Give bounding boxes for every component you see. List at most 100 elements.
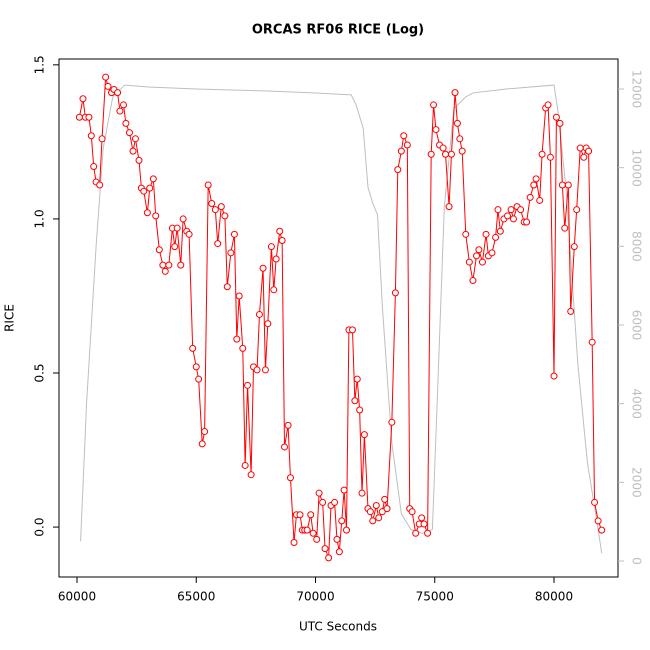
- data-point: [286, 474, 294, 482]
- data-point: [208, 200, 216, 208]
- data-point: [356, 406, 364, 414]
- data-point: [284, 421, 292, 429]
- data-point: [532, 175, 540, 183]
- data-point: [509, 215, 517, 223]
- x-tick-label: 65000: [177, 590, 215, 604]
- data-point: [235, 292, 243, 300]
- data-point: [580, 153, 588, 161]
- x-tick-label: 80000: [535, 590, 573, 604]
- data-point: [315, 489, 323, 497]
- data-point: [550, 372, 558, 380]
- data-point: [116, 107, 124, 115]
- data-point: [267, 243, 275, 251]
- data-point: [264, 320, 272, 328]
- data-point: [465, 258, 473, 266]
- data-point: [214, 240, 222, 248]
- data-point: [98, 135, 106, 143]
- data-point: [114, 89, 122, 97]
- data-point: [358, 489, 366, 497]
- data-point: [296, 511, 304, 519]
- data-point: [453, 119, 461, 127]
- data-point: [244, 381, 252, 389]
- data-point: [272, 255, 280, 263]
- data-point: [420, 520, 428, 528]
- data-point: [120, 101, 128, 109]
- data-point: [383, 505, 391, 513]
- data-point: [546, 153, 554, 161]
- data-point: [75, 113, 83, 121]
- data-point: [496, 227, 504, 235]
- data-point: [504, 212, 512, 220]
- data-point: [353, 375, 361, 383]
- data-point: [447, 150, 455, 158]
- data-point: [441, 150, 449, 158]
- plot-frame: [58, 58, 619, 578]
- y-tick-label: 0.0: [33, 518, 47, 537]
- data-point: [255, 310, 263, 318]
- data-point: [372, 502, 380, 510]
- data-point: [558, 181, 566, 189]
- data-point: [492, 233, 500, 241]
- data-point: [381, 495, 389, 503]
- x-tick-label: 60000: [58, 590, 96, 604]
- data-point: [517, 206, 525, 214]
- data-point: [96, 181, 104, 189]
- data-point: [270, 286, 278, 294]
- data-point: [400, 132, 408, 140]
- data-point: [403, 141, 411, 149]
- data-point: [488, 249, 496, 257]
- data-point: [567, 307, 575, 315]
- data-point: [253, 366, 261, 374]
- data-point: [570, 243, 578, 251]
- data-point: [408, 508, 416, 516]
- data-point: [573, 206, 581, 214]
- data-point: [239, 344, 247, 352]
- data-point: [165, 261, 173, 269]
- data-point: [217, 203, 225, 211]
- data-point: [536, 196, 544, 204]
- data-point: [391, 289, 399, 297]
- data-point: [469, 277, 477, 285]
- data-point: [564, 181, 572, 189]
- x-axis-label: UTC Seconds: [299, 620, 377, 634]
- data-point: [591, 498, 599, 506]
- data-point: [171, 243, 179, 251]
- data-point: [143, 209, 151, 217]
- data-point: [338, 517, 346, 525]
- data-point: [412, 529, 420, 537]
- data-point: [247, 471, 255, 479]
- data-point: [576, 144, 584, 152]
- data-point: [233, 335, 241, 343]
- data-point: [276, 227, 284, 235]
- data-point: [594, 517, 602, 525]
- data-point: [131, 135, 139, 143]
- data-point: [173, 224, 181, 232]
- data-point: [482, 230, 490, 238]
- series-line: [80, 84, 603, 554]
- y-tick-label: 0.5: [33, 363, 47, 382]
- data-point: [375, 514, 383, 522]
- data-point: [204, 181, 212, 189]
- data-point: [129, 147, 137, 155]
- data-point: [319, 498, 327, 506]
- y2-tick-label: 0: [630, 557, 644, 565]
- data-point: [259, 264, 267, 272]
- data-point: [221, 212, 229, 220]
- data-point: [472, 252, 480, 260]
- data-point: [331, 498, 339, 506]
- y-axis-label: RICE: [3, 304, 17, 332]
- data-point: [179, 215, 187, 223]
- data-point: [198, 440, 206, 448]
- data-point: [223, 283, 231, 291]
- data-point: [192, 363, 200, 371]
- data-point: [135, 156, 143, 164]
- data-point: [366, 508, 374, 516]
- y2-tick-label: 10000: [630, 149, 644, 187]
- data-point: [309, 529, 317, 537]
- data-point: [462, 230, 470, 238]
- data-point: [281, 443, 289, 451]
- data-point: [544, 101, 552, 109]
- data-point: [85, 113, 93, 121]
